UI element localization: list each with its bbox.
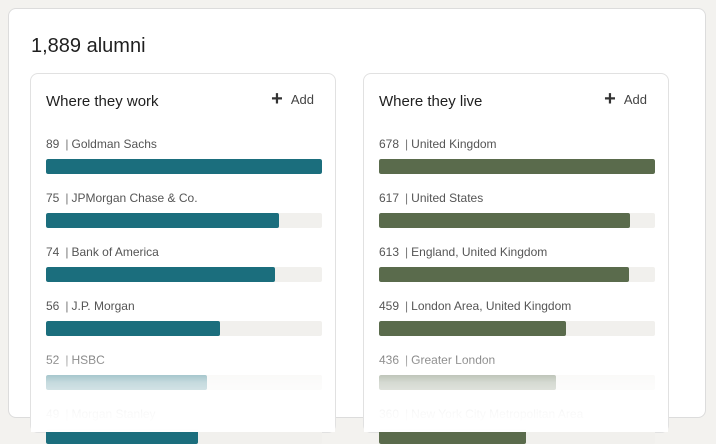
bar-track [46,321,322,336]
bar-fill [379,321,566,336]
separator: | [65,299,69,313]
bar-track [46,213,322,228]
bar-count: 52 [46,353,60,367]
where-they-live-card: Where they live + Add 678 | United Kingdom… [363,73,669,444]
bar-label: 89 | Goldman Sachs [46,136,322,152]
bar-fill [379,267,629,282]
live-bar-row[interactable]: 678 | United Kingdom [379,136,655,174]
bar-fill [379,159,655,174]
bar-count: 89 [46,137,60,151]
live-bar-row[interactable]: 613 | England, United Kingdom [379,244,655,282]
bar-track [46,267,322,282]
bar-label: 74 | Bank of America [46,244,322,260]
bar-count: 617 [379,191,400,205]
bar-name: JPMorgan Chase & Co. [71,191,198,205]
work-bar-row[interactable]: 75 | JPMorgan Chase & Co. [46,190,322,228]
bar-fill [379,213,631,228]
bar-name: England, United Kingdom [411,245,548,259]
where-they-live-title: Where they live [379,93,483,110]
bar-label: 52 | HSBC [46,352,322,368]
work-bar-row[interactable]: 56 | J.P. Morgan [46,298,322,336]
separator: | [65,137,69,151]
add-work-button[interactable]: + Add [271,88,314,110]
bar-track [46,375,322,390]
bar-track [379,159,655,174]
bar-track [379,267,655,282]
add-location-button[interactable]: + Add [604,88,647,110]
bar-fill [46,267,276,282]
bar-name: HSBC [71,353,105,367]
live-bar-row[interactable]: 360 | New York City Metropolitan Area [379,406,655,444]
separator: | [405,407,409,421]
live-bar-row[interactable]: 436 | Greater London [379,352,655,390]
bar-track [379,429,655,444]
work-bar-row[interactable]: 49 | Morgan Stanley [46,406,322,444]
bar-count: 678 [379,137,400,151]
separator: | [65,353,69,367]
bar-fill [46,159,322,174]
work-bar-row[interactable]: 89 | Goldman Sachs [46,136,322,174]
separator: | [405,299,409,313]
bar-label: 360 | New York City Metropolitan Area [379,406,655,422]
bar-name: Goldman Sachs [71,137,157,151]
bar-label: 678 | United Kingdom [379,136,655,152]
alumni-count-heading: 1,889 alumni [31,35,146,57]
separator: | [65,245,69,259]
live-bar-row[interactable]: 459 | London Area, United Kingdom [379,298,655,336]
bar-track [46,429,322,444]
bar-track [379,213,655,228]
bar-label: 613 | England, United Kingdom [379,244,655,260]
bar-count: 74 [46,245,60,259]
bar-fill [46,321,220,336]
bar-fill [379,429,526,444]
bar-fill [46,213,279,228]
bar-name: Bank of America [71,245,159,259]
separator: | [405,245,409,259]
separator: | [65,191,69,205]
bar-fill [46,375,208,390]
bar-label: 56 | J.P. Morgan [46,298,322,314]
plus-icon: + [604,88,616,110]
bar-name: New York City Metropolitan Area [411,407,584,421]
bar-count: 613 [379,245,400,259]
bar-label: 75 | JPMorgan Chase & Co. [46,190,322,206]
add-label: Add [623,91,647,107]
bar-label: 617 | United States [379,190,655,206]
bar-name: J.P. Morgan [71,299,135,313]
bar-count: 360 [379,407,400,421]
bar-count: 436 [379,353,400,367]
bar-count: 459 [379,299,400,313]
bar-fill [46,429,198,444]
live-bar-row[interactable]: 617 | United States [379,190,655,228]
bar-count: 56 [46,299,60,313]
separator: | [405,137,409,151]
bar-track [379,321,655,336]
separator: | [65,407,69,421]
bar-count: 75 [46,191,60,205]
bar-label: 459 | London Area, United Kingdom [379,298,655,314]
bar-name: London Area, United Kingdom [411,299,572,313]
work-bar-row[interactable]: 52 | HSBC [46,352,322,390]
bar-name: United States [411,191,484,205]
bar-fill [379,375,557,390]
bar-label: 49 | Morgan Stanley [46,406,322,422]
bar-label: 436 | Greater London [379,352,655,368]
alumni-insights-panel: 1,889 alumni Where they work + Add 89 | Go… [8,8,706,444]
bar-name: Greater London [411,353,496,367]
separator: | [405,191,409,205]
add-label: Add [290,91,314,107]
bar-count: 49 [46,407,60,421]
where-they-work-title: Where they work [46,93,159,110]
plus-icon: + [271,88,283,110]
bar-name: United Kingdom [411,137,497,151]
separator: | [405,353,409,367]
bar-track [379,375,655,390]
where-they-work-card: Where they work + Add 89 | Goldman Sachs 75… [30,73,336,444]
bar-track [46,159,322,174]
bar-name: Morgan Stanley [71,407,156,421]
work-bar-row[interactable]: 74 | Bank of America [46,244,322,282]
